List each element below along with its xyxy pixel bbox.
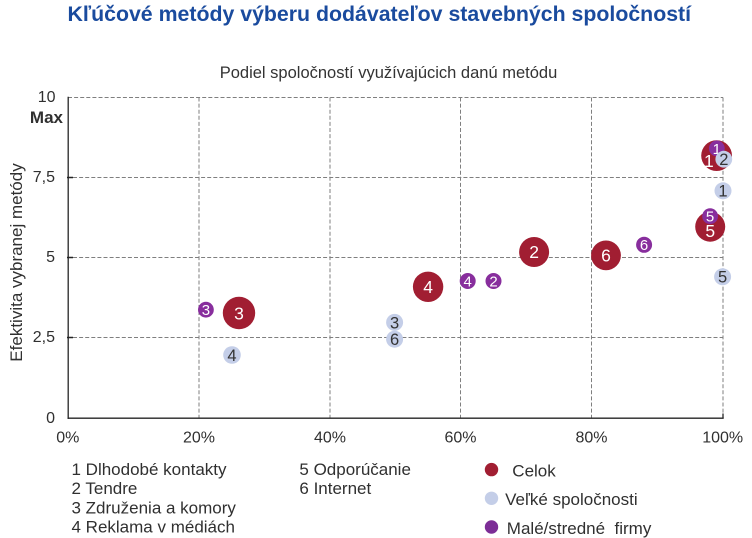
svg-text:20%: 20% [183,430,215,447]
svg-text:10: 10 [38,89,56,106]
svg-text:Max: Max [30,108,64,127]
svg-text:Veľké spoločnosti: Veľké spoločnosti [505,490,638,509]
svg-text:0: 0 [46,410,55,427]
svg-text:6: 6 [601,246,611,266]
svg-text:Kľúčové metódy výberu dodávate: Kľúčové metódy výberu dodávateľov staveb… [68,2,693,26]
svg-text:5 Odporúčanie: 5 Odporúčanie [299,460,411,479]
svg-text:80%: 80% [575,430,607,447]
svg-text:4: 4 [423,277,433,297]
svg-text:5: 5 [705,221,715,241]
svg-text:40%: 40% [314,430,346,447]
svg-text:1: 1 [718,183,727,201]
svg-text:2: 2 [529,242,539,262]
svg-text:4: 4 [464,273,472,290]
svg-text:3: 3 [390,314,399,332]
svg-text:7,5: 7,5 [33,169,55,186]
svg-text:4 Reklama v médiách: 4 Reklama v médiách [72,518,235,537]
svg-text:2: 2 [489,273,497,290]
svg-text:3 Združenia a komory: 3 Združenia a komory [72,498,237,517]
svg-text:6: 6 [390,331,399,349]
svg-text:5: 5 [718,269,727,287]
svg-text:1: 1 [704,151,714,171]
svg-text:1: 1 [713,141,721,158]
svg-text:3: 3 [234,303,244,323]
svg-text:Malé/stredné firmy: Malé/stredné firmy [507,519,652,538]
svg-text:4: 4 [227,347,236,365]
svg-text:6 Internet: 6 Internet [299,479,371,498]
svg-text:2: 2 [719,151,728,169]
svg-text:3: 3 [202,302,210,319]
svg-text:1 Dlhodobé kontakty: 1 Dlhodobé kontakty [72,460,227,479]
svg-text:6: 6 [640,237,648,254]
svg-text:2,5: 2,5 [33,329,55,346]
svg-text:Efektivita vybranej metódy: Efektivita vybranej metódy [7,163,26,362]
svg-text:100%: 100% [702,430,743,447]
svg-text:0%: 0% [56,430,79,447]
svg-text:60%: 60% [444,430,476,447]
svg-text:5: 5 [706,209,714,226]
svg-text:Podiel spoločností využívajúci: Podiel spoločností využívajúcich danú me… [220,64,558,82]
svg-text:Celok: Celok [512,461,556,480]
svg-text:2 Tendre: 2 Tendre [72,479,138,498]
svg-text:5: 5 [46,249,55,266]
